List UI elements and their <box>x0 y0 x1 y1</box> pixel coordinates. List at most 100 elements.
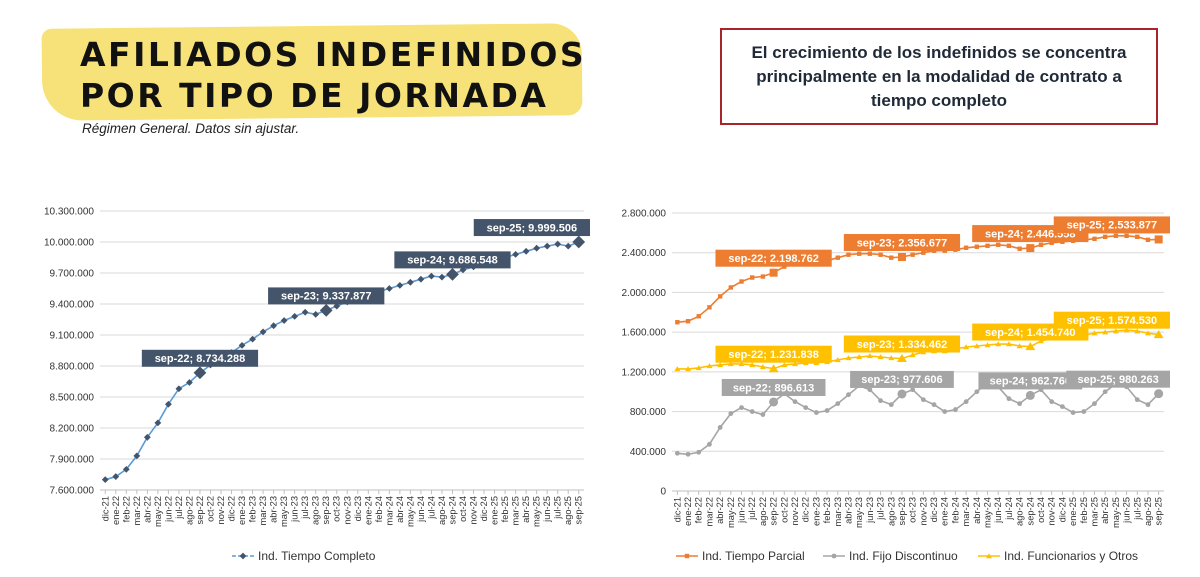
highlight-point <box>319 304 333 317</box>
data-point <box>1092 236 1097 242</box>
data-point <box>739 405 744 410</box>
series-line-1-1 <box>677 381 1160 456</box>
x-tick-label: may-25 <box>1111 497 1121 528</box>
data-point <box>685 319 691 324</box>
data-point <box>280 317 288 324</box>
data-point <box>133 452 141 460</box>
data-point <box>1102 234 1108 240</box>
data-point <box>888 355 895 361</box>
x-tick-label: dic-23 <box>353 496 363 521</box>
x-tick-label: dic-23 <box>929 497 939 522</box>
data-point <box>696 314 701 319</box>
data-point <box>1102 329 1109 335</box>
data-point <box>1091 330 1098 336</box>
data-point <box>1059 404 1065 410</box>
x-tick-label: ago-22 <box>184 496 194 525</box>
data-point <box>856 251 862 256</box>
x-tick-label: abr-25 <box>1100 497 1110 524</box>
x-tick-label: nov-23 <box>342 496 352 524</box>
data-label-box <box>141 349 259 367</box>
x-tick-label: ene-22 <box>683 497 693 526</box>
data-label-box <box>473 219 590 237</box>
data-point <box>738 361 745 367</box>
data-point <box>438 273 446 281</box>
data-label: sep-23; 9.337.877 <box>281 291 372 303</box>
x-tick-label: ene-25 <box>490 496 500 525</box>
data-point <box>963 344 970 350</box>
x-tick-label: ago-23 <box>886 497 896 526</box>
data-point <box>564 242 572 250</box>
x-tick-label: ene-22 <box>111 496 121 525</box>
data-point <box>706 363 713 369</box>
data-point <box>953 407 958 412</box>
data-point <box>1005 341 1012 347</box>
data-label-box <box>978 372 1083 390</box>
callout-box: El crecimiento de los indefinidos se con… <box>720 28 1158 125</box>
data-label: sep-22; 8.734.288 <box>155 353 246 365</box>
x-tick-label: ene-23 <box>811 497 821 526</box>
x-tick-label: mar-25 <box>1089 497 1099 526</box>
data-point <box>675 320 680 325</box>
x-tick-label: ene-24 <box>363 496 373 525</box>
data-point <box>301 308 309 316</box>
y-tick-label: 9.100.000 <box>50 331 95 342</box>
highlight-point <box>897 253 906 262</box>
data-point <box>1038 242 1044 247</box>
data-point <box>406 278 414 286</box>
legend-label: Ind. Fijo Discontinuo <box>849 549 958 563</box>
y-tick-label: 2.800.000 <box>622 209 667 220</box>
page-title: AFILIADOS INDEFINIDOS POR TIPO DE JORNAD… <box>80 34 586 116</box>
data-label-box <box>1053 216 1170 234</box>
x-tick-label: may-22 <box>726 497 736 528</box>
data-point <box>909 352 916 358</box>
x-tick-label: abr-23 <box>269 496 279 523</box>
data-label-box <box>715 345 832 363</box>
legend-label: Ind. Funcionarios y Otros <box>1004 549 1138 563</box>
x-tick-label: ago-23 <box>311 496 321 525</box>
data-label: sep-25; 2.533.877 <box>1067 220 1158 232</box>
y-tick-label: 10.000.000 <box>44 238 94 249</box>
x-tick-label: jul-24 <box>1004 497 1014 521</box>
x-tick-label: feb-25 <box>500 496 510 522</box>
x-tick-label: feb-24 <box>950 497 960 523</box>
data-point <box>813 410 819 415</box>
x-tick-label: abr-23 <box>843 497 853 524</box>
data-point <box>728 285 734 290</box>
data-point <box>996 242 1001 247</box>
data-point <box>717 362 724 368</box>
x-tick-label: nov-23 <box>918 497 928 525</box>
x-tick-label: jun-23 <box>290 496 300 523</box>
data-point <box>835 255 840 260</box>
data-label: sep-23; 1.334.462 <box>857 339 948 351</box>
data-point <box>717 294 723 299</box>
data-point <box>259 328 267 336</box>
data-point <box>984 342 991 348</box>
x-tick-label: may-24 <box>405 496 415 527</box>
x-tick-label: feb-22 <box>694 497 704 523</box>
highlight-point <box>1025 390 1035 400</box>
highlight-point <box>193 366 207 380</box>
highlight-point <box>1153 330 1164 339</box>
data-point <box>101 476 109 484</box>
data-point <box>1135 234 1140 240</box>
data-point <box>175 385 183 393</box>
data-point <box>728 411 734 416</box>
title-line-1: AFILIADOS INDEFINIDOS <box>80 35 587 74</box>
data-label: sep-25; 980.263 <box>1077 374 1158 386</box>
x-tick-label: mar-22 <box>704 497 714 526</box>
x-tick-label: nov-24 <box>469 496 479 524</box>
data-point <box>554 240 562 248</box>
x-tick-label: mar-23 <box>833 497 843 526</box>
x-tick-label: jul-25 <box>1132 497 1142 521</box>
x-tick-label: ene-23 <box>237 496 247 525</box>
x-tick-label: jul-23 <box>876 497 886 521</box>
x-tick-label: jul-22 <box>174 496 184 520</box>
data-point <box>695 365 702 371</box>
x-tick-label: ago-24 <box>437 496 447 525</box>
x-tick-label: sep-25 <box>1154 497 1164 525</box>
y-tick-label: 1.200.000 <box>622 367 667 378</box>
data-point <box>942 409 948 414</box>
data-point <box>910 252 915 257</box>
x-tick-label: jul-25 <box>553 496 563 520</box>
x-tick-label: ago-25 <box>1143 497 1153 526</box>
